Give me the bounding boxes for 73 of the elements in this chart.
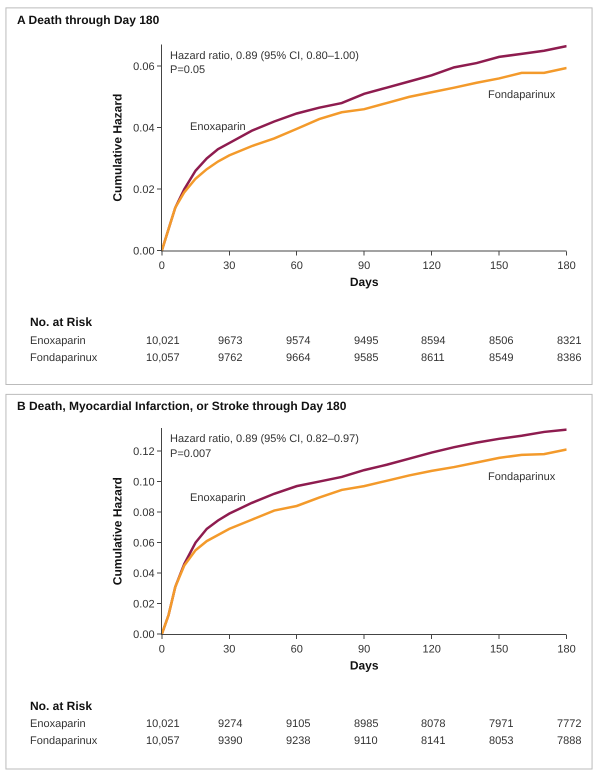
text: 9390 [218, 735, 242, 747]
text: Fondaparinux [30, 352, 98, 364]
text: No. at Risk [30, 315, 92, 329]
y-tick-label: 0.06 [133, 60, 155, 73]
y-tick-label: 0.08 [133, 506, 155, 519]
x-tick-label: 150 [490, 643, 508, 656]
x-axis-title: Days [350, 658, 379, 672]
y-axis-title: Cumulative Hazard [110, 477, 124, 586]
text: 10,021 [146, 718, 180, 730]
y-tick-label: 0.10 [133, 476, 155, 488]
annotation: P=0.007 [170, 448, 212, 460]
series-label: Fondaparinux [488, 471, 556, 483]
x-tick-label: 90 [358, 643, 370, 656]
text: Fondaparinux [30, 735, 98, 747]
x-tick-label: 0 [158, 260, 165, 272]
text: 7971 [489, 718, 514, 730]
text: 8594 [421, 335, 446, 347]
x-tick-label: 180 [557, 260, 576, 272]
text: 8549 [489, 352, 514, 364]
text: 8506 [489, 335, 514, 347]
x-tick-label: 60 [290, 260, 303, 272]
x-tick-label: 180 [557, 643, 576, 656]
y-tick-label: 0.00 [133, 629, 155, 642]
x-tick-label: 150 [490, 260, 508, 272]
text: 8141 [421, 735, 446, 747]
text: 9673 [218, 335, 242, 347]
text: Enoxaparin [30, 335, 86, 347]
x-tick-label: 120 [422, 643, 441, 656]
text: 9110 [354, 735, 378, 747]
chart-title: B Death, Myocardial Infarction, or Stroke through Day 180 [17, 399, 347, 413]
series-label: Enoxaparin [190, 121, 246, 133]
y-tick-label: 0.12 [133, 446, 155, 458]
text: 9762 [218, 352, 242, 364]
y-tick-label: 0.04 [133, 122, 155, 135]
y-tick-label: 0.06 [133, 537, 155, 550]
text: 10,021 [146, 335, 180, 347]
text: No. at Risk [30, 699, 92, 713]
x-tick-label: 30 [223, 643, 236, 656]
text: 7772 [557, 718, 582, 730]
y-tick-label: 0.00 [133, 246, 155, 258]
text: 9574 [286, 335, 310, 347]
text: 9105 [286, 718, 310, 730]
x-tick-label: 120 [422, 260, 441, 272]
text: 8053 [489, 735, 514, 747]
text: 7888 [557, 735, 582, 747]
y-tick-label: 0.02 [133, 598, 155, 611]
text: 10,057 [146, 735, 180, 747]
x-axis-title: Days [350, 274, 379, 289]
annotation: Hazard ratio, 0.89 (95% CI, 0.80–1.00) [170, 50, 359, 62]
text: 9495 [354, 335, 378, 347]
series-label: Enoxaparin [190, 492, 246, 504]
text: Enoxaparin [30, 718, 86, 730]
y-tick-label: 0.02 [133, 184, 155, 196]
series-label: Fondaparinux [488, 89, 556, 101]
text: 9585 [354, 352, 378, 364]
y-tick-label: 0.04 [133, 568, 155, 580]
x-tick-label: 0 [158, 643, 165, 656]
text: 8985 [354, 718, 378, 730]
text: 8386 [557, 352, 582, 364]
x-tick-label: 90 [358, 260, 370, 272]
x-tick-label: 60 [290, 643, 303, 656]
text: 8321 [557, 335, 582, 347]
y-axis-title: Cumulative Hazard [110, 94, 124, 202]
annotation: P=0.05 [170, 64, 206, 76]
annotation: Hazard ratio, 0.89 (95% CI, 0.82–0.97) [170, 433, 359, 445]
x-tick-label: 30 [223, 260, 236, 272]
text: 9274 [218, 718, 242, 730]
text: 8611 [421, 352, 445, 364]
text: 9238 [286, 735, 310, 747]
text: 8078 [421, 718, 446, 730]
text: 9664 [286, 352, 310, 364]
chart-title: A Death through Day 180 [17, 13, 160, 27]
text: 10,057 [146, 352, 180, 364]
